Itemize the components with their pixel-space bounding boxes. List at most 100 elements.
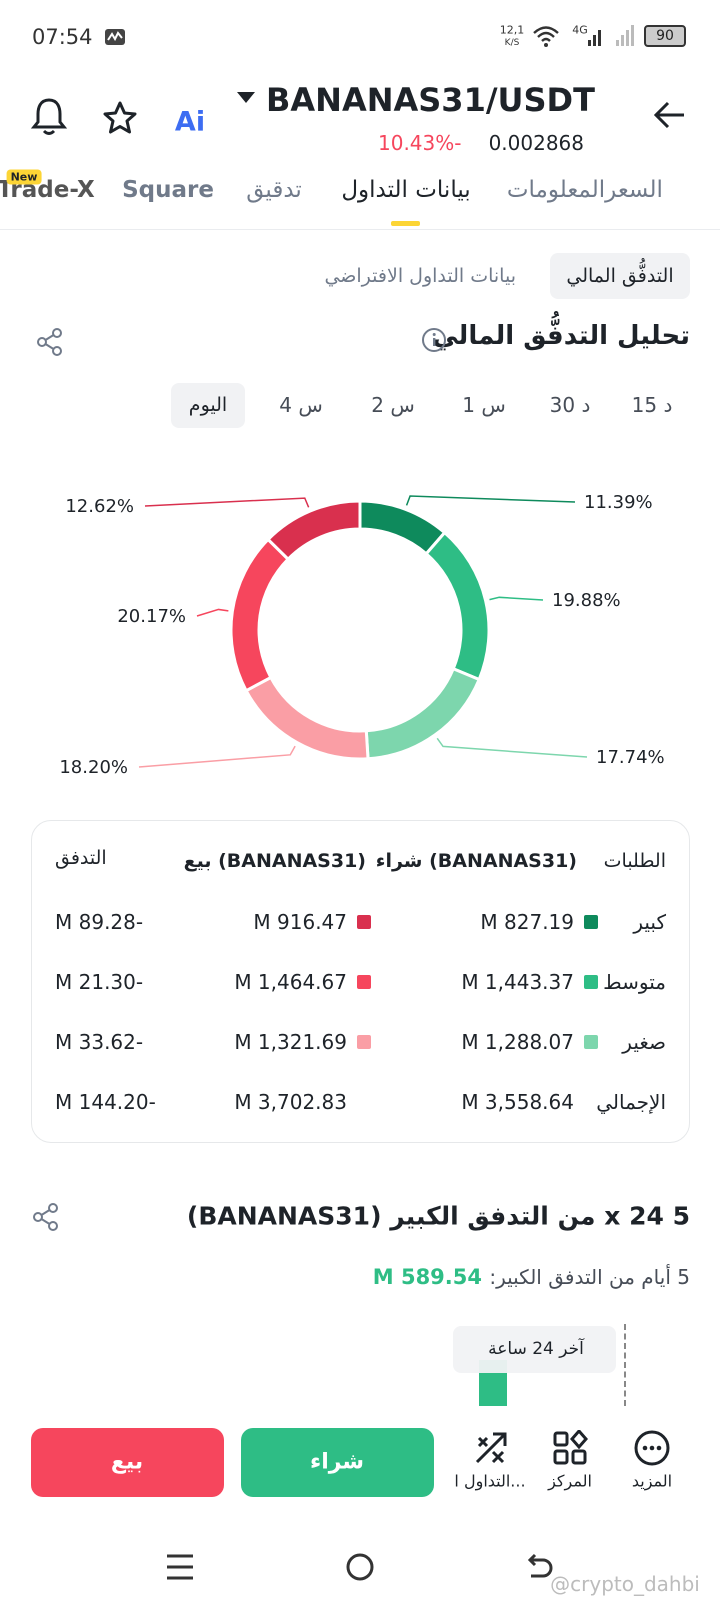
nav-menu[interactable]	[165, 1552, 195, 1582]
flow-value: M 21.30-	[55, 970, 144, 994]
price: 0.002868	[488, 131, 584, 155]
watermark: @crypto_dahbi	[550, 1572, 700, 1596]
section2-subtitle: 5 أيام من التدفق الكبير:	[489, 1265, 690, 1289]
buy-value: M 827.19	[480, 910, 574, 934]
table-header: بيع (BANANAS31)	[183, 850, 366, 872]
flow-value: M 33.62-	[55, 1030, 144, 1054]
pair-title[interactable]: BANANAS31/USDT	[266, 81, 595, 119]
buy-value: M 3,558.64	[461, 1090, 574, 1114]
leader-line	[196, 608, 229, 617]
section2-value: M 589.54	[372, 1265, 482, 1289]
more-icon[interactable]	[633, 1429, 671, 1467]
price-change: 10.43%-	[378, 131, 462, 155]
bell-icon[interactable]	[30, 96, 68, 136]
row-label: متوسط	[603, 970, 666, 994]
donut-segment	[364, 666, 482, 761]
timeframe[interactable]: 30 د	[549, 393, 591, 417]
dropdown-icon[interactable]	[237, 92, 255, 104]
donut-label: 11.39%	[584, 492, 653, 513]
status-icon	[105, 29, 125, 45]
tooltip: آخر 24 ساعة	[488, 1339, 584, 1359]
leader-line	[405, 495, 576, 506]
sell-swatch	[357, 915, 371, 929]
action-label[interactable]: التداول ا...	[454, 1471, 526, 1491]
speed-unit: K/S	[504, 38, 520, 48]
table-header: التدفق	[55, 847, 107, 869]
flow-value: M 144.20-	[55, 1090, 156, 1114]
buy-label[interactable]: شراء	[309, 1449, 365, 1475]
donut-segment	[424, 530, 491, 682]
tooltip-bg	[453, 1326, 616, 1373]
tab[interactable]: السعر	[605, 177, 663, 203]
wifi-icon	[533, 26, 559, 47]
donut-label: 20.17%	[117, 606, 186, 627]
battery-level: 90	[656, 28, 674, 44]
sell-label[interactable]: بيع	[110, 1449, 144, 1475]
sell-value: M 3,702.83	[234, 1090, 347, 1114]
section-title: تحليل التدفُّق المالي	[432, 321, 690, 351]
buy-swatch	[584, 915, 598, 929]
buy-value: M 1,443.37	[461, 970, 574, 994]
buy-swatch	[584, 1035, 598, 1049]
sub-tab-active[interactable]: التدفُّق المالي	[566, 265, 674, 287]
buy-swatch	[584, 975, 598, 989]
donut-label: 12.62%	[65, 496, 134, 517]
sell-value: M 916.47	[253, 910, 347, 934]
sub-tab-bg[interactable]	[550, 253, 690, 299]
leader-line	[144, 497, 310, 508]
row-label: الإجمالي	[596, 1090, 666, 1114]
sell-swatch	[357, 975, 371, 989]
nav-back[interactable]	[525, 1552, 555, 1582]
buy-button[interactable]	[241, 1428, 434, 1497]
donut-segment	[265, 499, 362, 562]
row-label: صغير	[622, 1030, 666, 1054]
sub-tab[interactable]: بيانات التداول الافتراضي	[324, 265, 516, 287]
timeframe[interactable]: 1 س	[462, 393, 506, 417]
tab-indicator	[391, 221, 420, 226]
trade-icon[interactable]	[473, 1430, 509, 1466]
table-card	[31, 820, 690, 1143]
divider	[0, 229, 720, 230]
leader-line	[138, 745, 296, 768]
ai-button[interactable]: Ai	[174, 106, 206, 138]
leader-line	[489, 596, 544, 601]
sell-swatch	[357, 1035, 371, 1049]
tab[interactable]: Square	[122, 177, 214, 203]
flow-value: M 89.28-	[55, 910, 144, 934]
timeframe-active[interactable]: اليوم	[188, 394, 228, 416]
share-icon[interactable]	[31, 1202, 61, 1232]
tab-active[interactable]: بيانات التداول	[341, 177, 471, 203]
leader-line	[436, 737, 588, 758]
tab[interactable]: تدقيق	[246, 177, 302, 203]
tab[interactable]: المعلومات	[506, 177, 606, 203]
donut-segment	[229, 537, 291, 693]
action-label[interactable]: المزيد	[631, 1471, 673, 1491]
back-icon[interactable]	[652, 100, 688, 130]
row-label: كبير	[633, 910, 666, 934]
donut-label: 17.74%	[596, 747, 665, 768]
nav-home[interactable]	[345, 1552, 375, 1582]
buy-value: M 1,288.07	[461, 1030, 574, 1054]
position-icon[interactable]	[552, 1430, 588, 1466]
donut-label: 19.88%	[552, 590, 621, 611]
table-header: شراء (BANANAS31)	[375, 850, 577, 872]
sell-value: M 1,321.69	[234, 1030, 347, 1054]
share-icon[interactable]	[35, 327, 65, 357]
timeframe[interactable]: 4 س	[279, 393, 323, 417]
signal-icon	[588, 25, 634, 46]
sell-button[interactable]	[31, 1428, 224, 1497]
speed: 12,1	[499, 23, 525, 37]
time: 07:54	[32, 25, 93, 49]
timeframe[interactable]: 2 س	[371, 393, 415, 417]
action-label[interactable]: المركز	[548, 1471, 592, 1491]
battery	[644, 25, 686, 47]
timeframe-bg[interactable]	[171, 383, 245, 428]
dashed-line	[624, 1324, 626, 1406]
star-icon[interactable]	[102, 100, 138, 136]
timeframe[interactable]: 15 د	[631, 393, 673, 417]
network: 4G	[572, 23, 588, 37]
donut-segment	[244, 675, 370, 761]
sell-value: M 1,464.67	[234, 970, 347, 994]
info-icon[interactable]	[421, 327, 447, 353]
